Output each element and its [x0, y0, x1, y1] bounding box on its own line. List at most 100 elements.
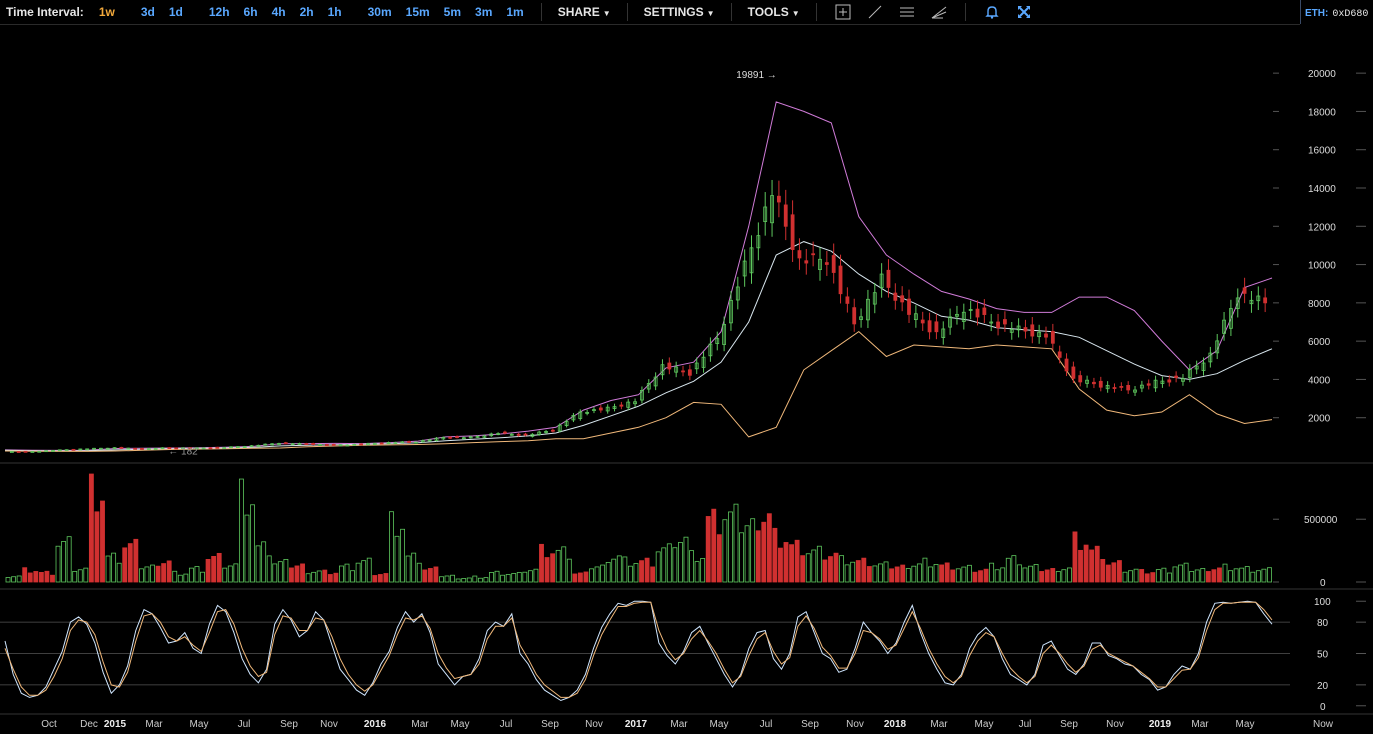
- volume-bar: [172, 570, 178, 583]
- interval-button-3d[interactable]: 3d: [140, 5, 155, 19]
- candle-body: [208, 447, 213, 450]
- volume-bar: [722, 519, 728, 583]
- volume-bar: [1039, 571, 1045, 583]
- fib-fan-icon[interactable]: [929, 3, 949, 21]
- divider: [964, 3, 966, 21]
- candle-body: [1050, 330, 1055, 344]
- volume-bar: [1217, 567, 1222, 583]
- x-axis-label: Jul: [1019, 719, 1032, 730]
- volume-bar: [550, 553, 556, 583]
- candle-body: [1222, 319, 1226, 334]
- bell-icon[interactable]: [982, 3, 1002, 21]
- candle-body: [1167, 379, 1172, 383]
- volume-bar: [972, 571, 978, 583]
- candle-body: [859, 316, 863, 320]
- address-box: ▔▔▔▔▔▔ ETH:0xD680: [1300, 0, 1373, 24]
- volume-bar: [100, 500, 105, 583]
- tools-menu-button[interactable]: TOOLS ▼: [742, 5, 806, 19]
- horizontal-lines-icon[interactable]: [897, 3, 917, 21]
- volume-bar: [1172, 566, 1178, 583]
- x-axis-label: Jul: [500, 719, 513, 730]
- volume-bar: [1044, 569, 1050, 583]
- price-axis-label: 16000: [1308, 146, 1336, 157]
- candle-body: [133, 447, 138, 450]
- fullscreen-icon[interactable]: [1014, 3, 1034, 21]
- settings-menu-button[interactable]: SETTINGS ▼: [638, 5, 721, 19]
- volume-bar: [155, 565, 161, 583]
- volume-bar: [72, 570, 78, 583]
- settings-label: SETTINGS: [643, 5, 704, 19]
- candle-body: [927, 320, 932, 333]
- volume-bar: [133, 538, 139, 583]
- crosshair-icon[interactable]: [833, 3, 853, 21]
- candle-body: [879, 273, 884, 288]
- candle-body: [790, 214, 795, 250]
- candle-body: [1044, 333, 1048, 338]
- line-icon[interactable]: [865, 3, 885, 21]
- share-menu-button[interactable]: SHARE ▼: [552, 5, 617, 19]
- x-axis-label: Sep: [801, 719, 819, 730]
- volume-bar: [1061, 569, 1067, 583]
- candle-body: [1201, 362, 1206, 371]
- x-axis-label: Sep: [541, 719, 559, 730]
- candle-body: [776, 195, 781, 203]
- interval-button-6h[interactable]: 6h: [243, 5, 258, 19]
- volume-axis-label: 0: [1320, 578, 1326, 589]
- interval-button-12h[interactable]: 12h: [208, 5, 230, 19]
- eth-address-value[interactable]: 0xD680: [1332, 9, 1369, 20]
- volume-bar: [394, 535, 400, 583]
- candle-body: [913, 313, 918, 321]
- candle-body: [941, 328, 946, 338]
- candle-body: [585, 411, 590, 414]
- volume-bar: [116, 562, 122, 583]
- volume-bar: [978, 570, 983, 583]
- interval-button-1m[interactable]: 1m: [506, 5, 524, 19]
- interval-button-5m[interactable]: 5m: [443, 5, 462, 19]
- candle-body: [393, 442, 398, 445]
- volume-bar: [1072, 531, 1078, 583]
- interval-button-3m[interactable]: 3m: [475, 5, 493, 19]
- chart-area[interactable]: 2000400060008000100001200014000160001800…: [0, 24, 1373, 734]
- volume-bar: [366, 557, 372, 583]
- candle-body: [427, 439, 432, 442]
- candle-body: [1249, 299, 1254, 305]
- volume-bar: [955, 568, 961, 583]
- volume-bar: [339, 565, 344, 583]
- volume-bar: [783, 542, 789, 583]
- interval-button-1d[interactable]: 1d: [168, 5, 183, 19]
- candle-body: [1126, 384, 1131, 391]
- candle-body: [9, 451, 14, 453]
- volume-bar: [188, 567, 194, 583]
- volume-bar: [989, 562, 995, 583]
- volume-bar: [405, 555, 411, 583]
- interval-button-30m[interactable]: 30m: [367, 5, 392, 19]
- candle-body: [687, 369, 692, 376]
- volume-bar: [311, 571, 317, 583]
- x-axis-label: Mar: [930, 719, 948, 730]
- candle-body: [804, 260, 809, 264]
- interval-button-15m[interactable]: 15m: [405, 5, 430, 19]
- candle-body: [1242, 287, 1247, 294]
- stochastic-axis-label: 50: [1317, 650, 1329, 661]
- eth-address-row: ETH: 0xD680: [1305, 8, 1368, 20]
- interval-button-4h[interactable]: 4h: [271, 5, 286, 19]
- volume-axis-label: 500000: [1304, 515, 1338, 526]
- candle-body: [359, 443, 364, 446]
- volume-bar: [444, 575, 450, 583]
- volume-bar: [233, 563, 239, 583]
- volume-bar: [583, 571, 589, 583]
- interval-button-1w[interactable]: 1w: [98, 5, 115, 19]
- interval-button-1h[interactable]: 1h: [327, 5, 342, 19]
- stochastic-axis-label: 0: [1320, 702, 1326, 713]
- candle-body: [1215, 340, 1220, 354]
- volume-bar: [27, 572, 33, 583]
- candle-body: [215, 446, 220, 449]
- interval-button-2h[interactable]: 2h: [299, 5, 314, 19]
- volume-bar: [427, 568, 433, 583]
- candle-body: [379, 442, 384, 445]
- candle-body: [78, 448, 83, 451]
- candle-body: [1105, 384, 1110, 390]
- candle-body: [188, 447, 192, 449]
- volume-bar: [88, 473, 94, 583]
- volume-bar: [1005, 557, 1011, 583]
